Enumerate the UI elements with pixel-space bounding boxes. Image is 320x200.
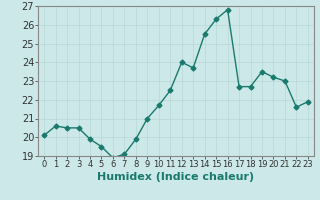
X-axis label: Humidex (Indice chaleur): Humidex (Indice chaleur) [97, 172, 255, 182]
